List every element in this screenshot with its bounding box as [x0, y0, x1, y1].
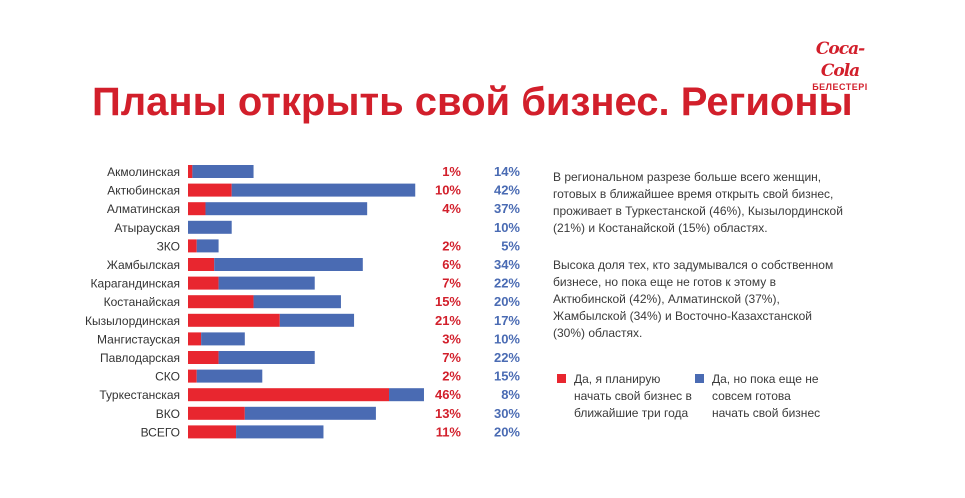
bar-planning [188, 183, 232, 197]
region-label: Костанайская [104, 295, 180, 309]
region-label: Мангистауская [97, 332, 180, 346]
value-label-not-ready: 8% [501, 387, 520, 402]
bar-planning [188, 406, 245, 420]
bar-not-ready [214, 258, 363, 271]
value-label-planning: 46% [435, 387, 461, 402]
region-label: ВКО [156, 407, 180, 421]
region-label: Туркестанская [99, 388, 180, 402]
region-label: ЗКО [157, 239, 180, 253]
region-label: Алматинская [107, 202, 180, 216]
legend-swatch-red [557, 374, 566, 383]
bar-not-ready [244, 406, 376, 420]
value-label-not-ready: 20% [494, 294, 520, 309]
coca-cola-logo: Coca-Cola БЕЛЕСТЕРІ [800, 38, 880, 92]
bar-planning [188, 388, 390, 402]
region-label: Павлодарская [100, 351, 180, 365]
value-label-not-ready: 20% [494, 424, 520, 439]
value-label-planning: 7% [442, 350, 461, 365]
value-label-planning: 15% [435, 294, 461, 309]
value-label-not-ready: 22% [494, 350, 520, 365]
value-label-planning: 1% [442, 164, 461, 179]
region-label: Атырауская [114, 221, 180, 235]
bar-planning [188, 351, 219, 364]
page-title: Планы открыть свой бизнес. Регионы [92, 80, 853, 124]
bar-not-ready [196, 369, 263, 383]
summary-paragraph-1: В региональном разрезе больше всего женщ… [553, 170, 843, 235]
bar-planning [188, 202, 206, 216]
bar-not-ready [205, 202, 368, 216]
logo-brand: Coca-Cola [815, 39, 865, 81]
value-label-not-ready: 22% [494, 276, 520, 291]
value-label-not-ready: 14% [494, 164, 520, 179]
region-label: Жамбылская [107, 258, 180, 272]
region-label: Карагандинская [91, 277, 180, 291]
legend-label-planning: Да, я планирую начать свой бизнес в ближ… [574, 372, 692, 420]
bar-not-ready [253, 295, 341, 309]
region-label: ВСЕГО [141, 425, 180, 439]
legend-item-planning: Да, я планирую начать свой бизнес в ближ… [557, 371, 697, 461]
region-label: Кызылординская [85, 314, 180, 328]
value-label-not-ready: 10% [494, 220, 520, 235]
bar-planning [188, 313, 280, 327]
value-label-not-ready: 17% [494, 313, 520, 328]
bar-planning [188, 425, 237, 439]
value-label-planning: 11% [436, 424, 462, 439]
legend-swatch-blue [695, 374, 704, 383]
bar-planning [188, 239, 197, 253]
bar-not-ready [389, 388, 424, 402]
value-label-planning: 13% [435, 406, 461, 421]
bar-not-ready [196, 239, 219, 253]
value-label-planning: 2% [442, 369, 461, 384]
value-label-not-ready: 5% [501, 238, 520, 253]
value-label-not-ready: 30% [494, 406, 520, 421]
value-label-not-ready: 10% [494, 331, 520, 346]
bar-not-ready [218, 276, 315, 290]
legend-item-not-ready: Да, но пока еще не совсем готова начать … [695, 371, 835, 461]
value-label-planning: 21% [435, 313, 461, 328]
value-label-planning: 10% [435, 183, 461, 198]
bar-planning [188, 332, 202, 346]
value-label-planning: 6% [442, 257, 461, 272]
value-label-planning: 4% [442, 201, 461, 216]
bar-not-ready [231, 183, 416, 197]
logo-subtitle: БЕЛЕСТЕРІ [812, 82, 868, 92]
bar-planning [188, 295, 254, 309]
region-label: Актюбинская [107, 184, 180, 198]
bar-planning [188, 165, 193, 178]
bar-not-ready [188, 220, 232, 234]
bar-not-ready [192, 165, 254, 178]
bar-not-ready [236, 425, 324, 439]
value-label-planning: 2% [442, 238, 461, 253]
bar-not-ready [279, 313, 355, 327]
region-label: СКО [155, 370, 180, 384]
bar-not-ready [218, 351, 315, 364]
bar-planning [188, 369, 197, 383]
value-label-planning: 3% [442, 331, 461, 346]
value-label-not-ready: 37% [494, 201, 520, 216]
legend-label-not-ready: Да, но пока еще не совсем готова начать … [712, 372, 821, 420]
summary-paragraph-2: Высока доля тех, кто задумывался о собст… [553, 258, 834, 340]
value-label-not-ready: 15% [494, 369, 520, 384]
value-label-not-ready: 42% [494, 183, 520, 198]
value-label-not-ready: 34% [494, 257, 520, 272]
region-label: Акмолинская [107, 165, 180, 179]
bar-planning [188, 258, 215, 271]
bar-planning [188, 276, 219, 290]
value-label-planning: 7% [442, 276, 461, 291]
bar-not-ready [201, 332, 245, 346]
